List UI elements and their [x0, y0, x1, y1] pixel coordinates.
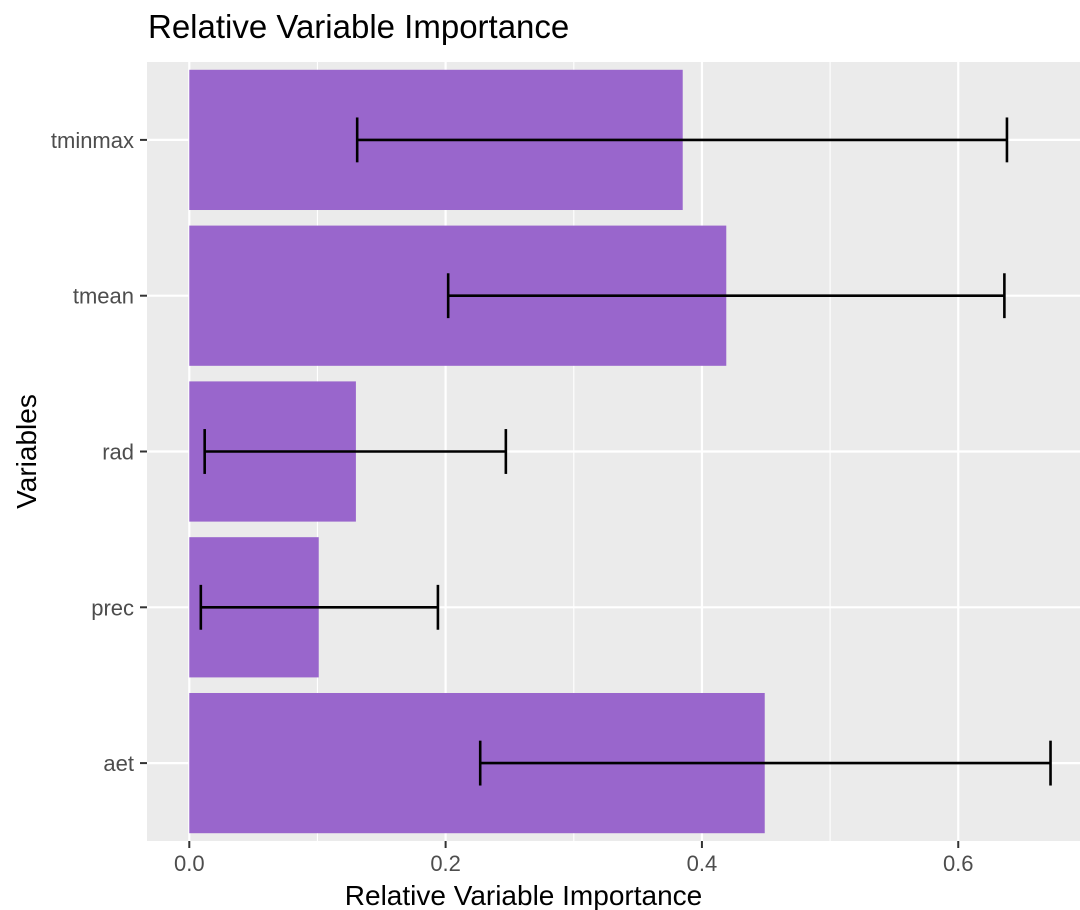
x-tick-label: 0.4: [687, 851, 718, 876]
y-tick-label: prec: [91, 595, 134, 620]
y-tick-label: aet: [103, 751, 134, 776]
error-bar-tminmax: [355, 117, 1009, 163]
y-tick-label: rad: [102, 440, 134, 465]
axes: 0.0 0.2 0.4 0.6 aet prec rad tmean tminmax: [51, 128, 974, 876]
y-axis-label: Variables: [11, 394, 42, 509]
x-tick-label: 0.0: [174, 851, 205, 876]
error-bar-prec: [199, 584, 440, 630]
x-tick-label: 0.2: [430, 851, 461, 876]
x-tick-label: 0.6: [943, 851, 974, 876]
y-tick-label: tmean: [73, 284, 134, 309]
error-bar-aet: [478, 740, 1052, 786]
error-bar-rad: [203, 429, 508, 474]
chart-title: Relative Variable Importance: [148, 8, 570, 45]
y-tick-label: tminmax: [51, 128, 134, 153]
error-bar-tmean: [446, 273, 1006, 319]
error-bars: [199, 117, 1052, 786]
x-axis-label: Relative Variable Importance: [345, 880, 702, 910]
